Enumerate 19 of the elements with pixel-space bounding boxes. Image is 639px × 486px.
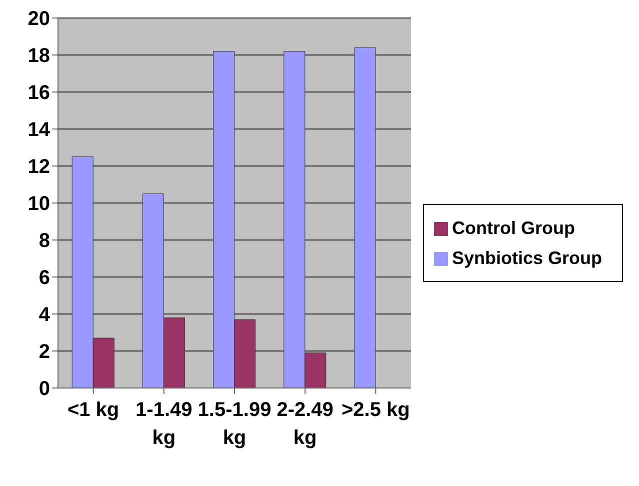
- y-tick-label: 14: [28, 119, 51, 142]
- x-tick-label: 1-1.49 kg: [136, 399, 192, 449]
- y-tick-label: 8: [38, 230, 50, 252]
- y-tick-label: 2: [38, 341, 50, 364]
- legend-label: Control Group: [452, 218, 575, 238]
- y-tick-label: 20: [28, 8, 50, 30]
- x-tick-label: >2.5 kg: [341, 399, 410, 421]
- y-tick-label: 12: [28, 156, 50, 178]
- y-tick-label: 16: [28, 82, 50, 104]
- y-tick-label: 4: [38, 304, 51, 326]
- bar: [354, 47, 376, 388]
- legend-label: Synbiotics Group: [452, 248, 602, 268]
- x-tick-label: <1 kg: [67, 399, 120, 421]
- x-tick-label: 1.5-1.99 kg: [198, 399, 272, 449]
- y-tick-label: 18: [28, 45, 50, 68]
- y-tick-label: 0: [38, 378, 50, 400]
- y-tick-label: 6: [38, 267, 50, 290]
- x-tick-label: 2-2.49 kg: [276, 399, 334, 449]
- y-tick-label: 10: [28, 193, 50, 216]
